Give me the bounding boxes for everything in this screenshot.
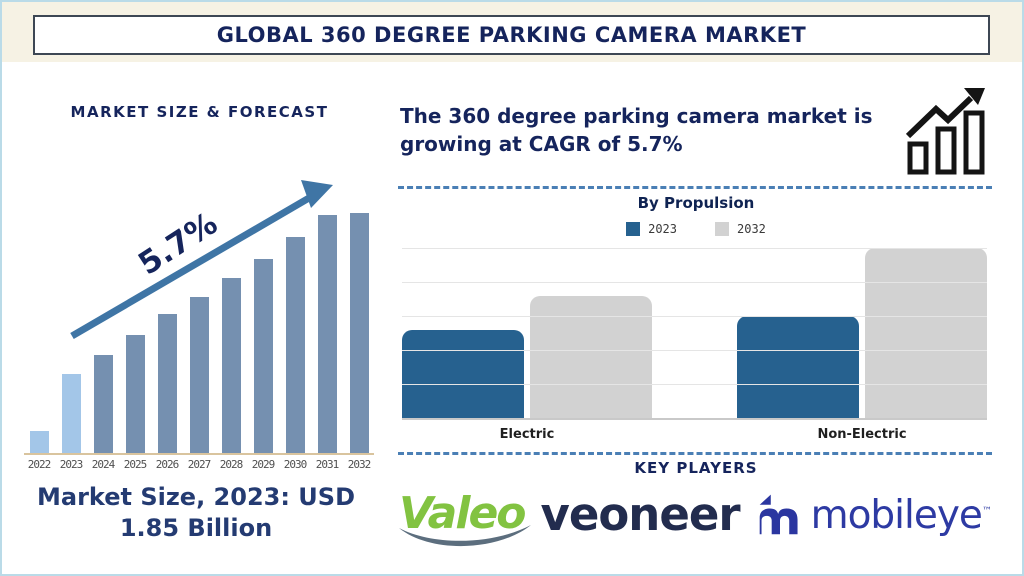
bar-fill [189, 297, 209, 453]
bar-fill [61, 374, 81, 453]
bar-fill [253, 259, 273, 453]
legend-item-2023: 2023 [626, 222, 677, 236]
forecast-bar-2022 [24, 208, 54, 453]
bar-Electric-2023 [402, 330, 524, 418]
mobileye-m-icon [759, 494, 798, 535]
key-players-heading: KEY PLAYERS [634, 459, 758, 477]
year-label-2027: 2027 [187, 458, 212, 471]
legend-label: 2032 [737, 222, 766, 236]
bar-fill [29, 431, 49, 453]
year-label-2024: 2024 [91, 458, 116, 471]
bar-Electric-2032 [530, 296, 652, 418]
forecast-bar-2025 [120, 208, 150, 453]
bar-chart-growth-icon [905, 88, 985, 175]
gridline [402, 384, 987, 385]
growth-trend-arrow-icon [70, 180, 333, 340]
year-label-2031: 2031 [315, 458, 340, 471]
mobileye-logo: mobileye™ [756, 492, 992, 538]
bar-fill [125, 335, 145, 453]
veoneer-logo: veoneer [540, 487, 741, 541]
category-label-Electric: Electric [499, 427, 555, 442]
bar-Non-Electric-2032 [865, 248, 987, 418]
propulsion-category-labels: Electric Non-Electric [402, 427, 987, 442]
bar-group-Non-Electric [737, 248, 987, 418]
valeo-logo: Valeo [399, 492, 532, 547]
bar-fill [221, 278, 241, 453]
bar-fill [285, 237, 305, 453]
market-size-forecast-heading: MARKET SIZE & FORECAST [70, 103, 329, 121]
year-label-2022: 2022 [27, 458, 52, 471]
forecast-bar-2024 [88, 208, 118, 453]
dashed-divider-bottom [398, 452, 992, 455]
year-label-2026: 2026 [155, 458, 180, 471]
bar-fill [93, 355, 113, 453]
bar-Non-Electric-2023 [737, 316, 859, 418]
legend-label: 2023 [648, 222, 677, 236]
bar-group-Electric [402, 296, 652, 418]
forecast-bar-chart: 2022 2023 2024 2025 2026 2027 2028 2029 2030 2031… [24, 208, 374, 471]
propulsion-bar-groups [402, 248, 987, 418]
forecast-bar-2028 [216, 208, 246, 453]
mobileye-word: mobileye [810, 493, 983, 538]
mobileye-trademark: ™ [981, 506, 992, 517]
year-label-2028: 2028 [219, 458, 244, 471]
dashed-divider-top [398, 186, 992, 189]
forecast-bar-2031 [312, 208, 342, 453]
bar-fill [349, 213, 369, 453]
forecast-bar-2023 [56, 208, 86, 453]
key-players-logos: Valeo veoneer mobileye™ [398, 476, 992, 552]
legend-swatch [626, 222, 641, 236]
legend-swatch [715, 222, 729, 236]
year-label-2032: 2032 [347, 458, 372, 471]
page-title: GLOBAL 360 DEGREE PARKING CAMERA MARKET [216, 23, 807, 47]
gridline [402, 350, 987, 351]
mobileye-logo-text: mobileye™ [810, 492, 992, 538]
title-box: GLOBAL 360 DEGREE PARKING CAMERA MARKET [33, 15, 990, 55]
valeo-swoosh-icon [399, 525, 532, 547]
year-label-2025: 2025 [123, 458, 148, 471]
gridline [402, 248, 987, 249]
bar-fill [317, 215, 337, 453]
year-label-2030: 2030 [283, 458, 308, 471]
market-size-caption: Market Size, 2023: USD 1.85 Billion [36, 483, 355, 542]
propulsion-legend: 2023 2032 [400, 222, 992, 236]
forecast-bar-2029 [248, 208, 278, 453]
forecast-bars [24, 208, 374, 455]
gridline [402, 316, 987, 317]
year-label-2029: 2029 [251, 458, 276, 471]
valeo-logo-text: Valeo [399, 488, 526, 539]
year-label-2023: 2023 [59, 458, 84, 471]
propulsion-chart [402, 248, 987, 420]
forecast-bar-2030 [280, 208, 310, 453]
forecast-bar-2032 [344, 208, 374, 453]
gridline [402, 282, 987, 283]
forecast-years: 2022 2023 2024 2025 2026 2027 2028 2029 2030 2031… [24, 458, 374, 471]
forecast-bar-2027 [184, 208, 214, 453]
forecast-bar-2026 [152, 208, 182, 453]
legend-item-2032: 2032 [715, 222, 766, 236]
category-label-Non-Electric: Non-Electric [817, 427, 907, 442]
cagr-headline: The 360 degree parking camera market is … [400, 104, 873, 156]
by-propulsion-title: By Propulsion [637, 194, 755, 212]
bar-fill [157, 314, 177, 453]
